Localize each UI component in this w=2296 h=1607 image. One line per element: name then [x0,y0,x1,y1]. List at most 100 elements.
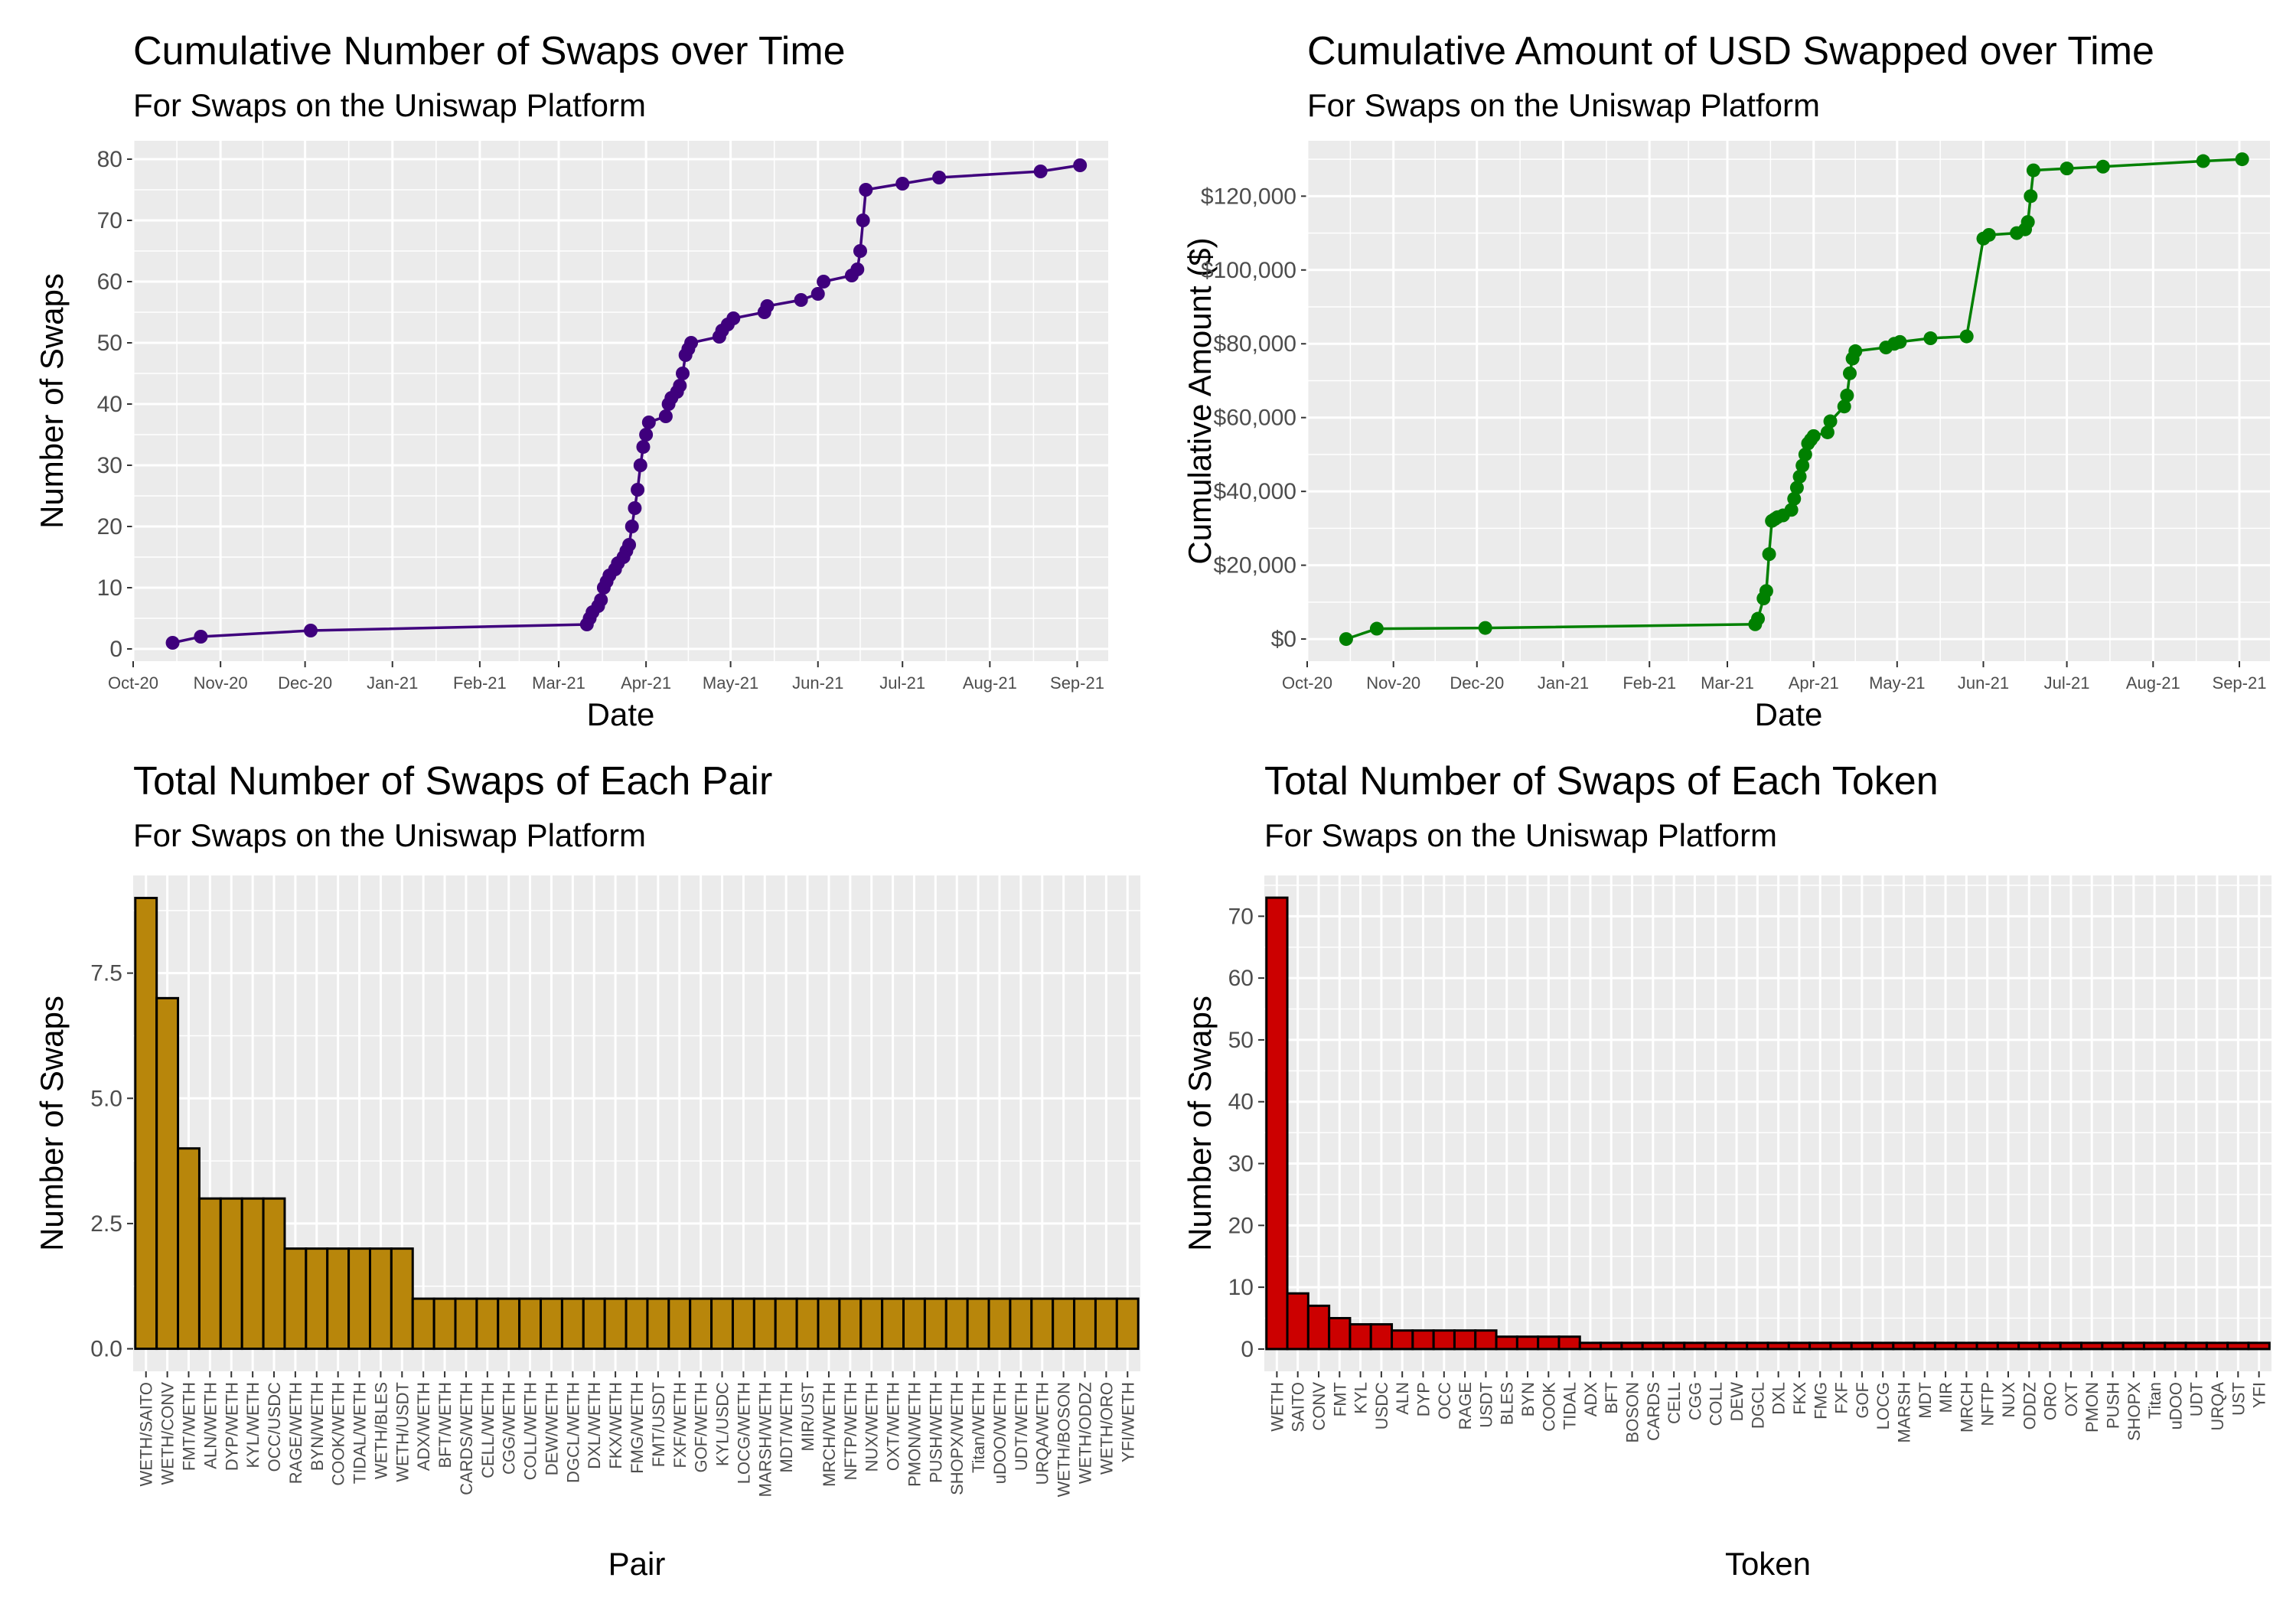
bar [2101,1341,2125,1351]
bar [368,1247,393,1351]
x-tick-label: MDT [1916,1382,1935,1419]
data-point [2095,159,2110,174]
bar [1683,1341,1707,1351]
bar [2184,1341,2208,1351]
bar [944,1297,969,1351]
y-axis-title: Number of Swaps [1182,996,1218,1251]
bar [1975,1341,1999,1351]
x-tick-label: MRCH [1957,1382,1976,1433]
x-tick-label: Jun-21 [1958,673,2009,693]
data-point [1893,334,1907,349]
x-tick-label: Titan [2145,1382,2164,1419]
x-tick-label: DGCL/WETH [563,1382,582,1483]
x-tick-label: MARSH [1894,1382,1913,1442]
x-tick-label: Titan/WETH [969,1382,988,1473]
data-point [1759,584,1773,598]
bar [689,1297,713,1351]
x-tick-label: Aug-21 [2126,673,2180,693]
cumulative-usd-chart-svg: Cumulative Amount of USD Swapped over Ti… [1182,29,2270,732]
data-point [810,287,825,301]
x-tick-label: DGCL [1748,1382,1767,1429]
data-point [2024,189,2038,204]
bar [497,1297,521,1351]
bar [1913,1341,1936,1351]
x-tick-label: CGG [1685,1382,1704,1420]
bar [1286,1292,1309,1351]
bar [262,1197,286,1351]
bar [731,1297,755,1351]
x-tick-label: CARDS/WETH [457,1382,476,1495]
x-tick-label: BFT/WETH [435,1382,455,1468]
data-point [658,409,673,423]
bar [2059,1341,2083,1351]
y-tick-label: $20,000 [1214,553,1296,579]
x-tick-label: DYP/WETH [222,1382,241,1471]
x-tick-label: CGG/WETH [500,1382,519,1475]
x-tick-label: SHOPX [2125,1382,2144,1441]
bar [1787,1341,1812,1351]
y-tick-label: 0 [109,637,122,662]
bar [1620,1341,1644,1351]
bar [1996,1341,2020,1351]
x-tick-label: OXT/WETH [884,1382,903,1471]
x-tick-label: ORO [2041,1382,2060,1420]
chart-title: Total Number of Swaps of Each Pair [133,759,772,804]
data-point [1787,491,1802,506]
x-tick-label: BLES [1498,1382,1517,1425]
data-point [1073,158,1088,172]
bar [1704,1341,1727,1351]
x-tick-label: Oct-20 [108,673,158,693]
bar [1052,1297,1076,1351]
x-tick-label: MIR/UST [798,1382,817,1451]
bar [1557,1335,1581,1351]
bar [1724,1341,1749,1351]
bar [1600,1341,1623,1351]
data-point [676,367,690,380]
data-point [1792,469,1807,484]
bar [1030,1297,1055,1351]
bar [859,1297,884,1351]
x-tick-label: uDOO/WETH [990,1382,1009,1484]
bar [1829,1341,1853,1351]
data-point [760,299,775,313]
x-tick-label: UDT/WETH [1012,1382,1031,1471]
data-point [856,214,870,227]
x-tick-label: COLL/WETH [521,1382,540,1480]
bar [197,1197,222,1351]
y-tick-label: 50 [1228,1028,1254,1053]
x-tick-label: FMT/WETH [179,1382,198,1471]
bar [2164,1341,2187,1351]
x-tick-label: Jun-21 [792,673,843,693]
x-tick-label: MARSH/WETH [755,1382,775,1497]
x-tick-label: May-21 [703,673,758,693]
x-tick-label: COOK [1539,1382,1558,1432]
y-axis-title: Number of Swaps [34,996,70,1251]
x-tick-label: ADX/WETH [414,1382,433,1471]
bar [134,896,158,1351]
bar [582,1297,606,1351]
x-tick-label: May-21 [1869,673,1925,693]
x-tick-label: Jan-21 [1538,673,1589,693]
data-point [2235,152,2249,167]
y-tick-label: 40 [97,392,122,417]
y-axis-title: Number of Swaps [34,273,70,529]
x-tick-label: BOSON [1623,1382,1642,1442]
x-tick-label: UST [2229,1382,2248,1416]
x-tick-label: Jan-21 [367,673,418,693]
bar [2017,1341,2041,1351]
chart-subtitle: For Swaps on the Uniswap Platform [133,817,646,853]
x-tick-label: RAGE/WETH [286,1382,305,1484]
data-point [639,428,654,442]
x-tick-label: WETH/CONV [158,1382,178,1485]
data-point [633,458,647,472]
chart-title: Total Number of Swaps of Each Token [1264,759,1939,804]
bar [1537,1335,1561,1351]
y-tick-label: 10 [97,575,122,601]
data-point [850,262,865,276]
bar [283,1247,308,1351]
x-tick-label: BYN [1518,1382,1538,1416]
data-point [2060,161,2074,176]
x-tick-label: URQA/WETH [1033,1382,1052,1485]
x-axis-title: Pair [608,1546,666,1582]
plot-panel-background [133,141,1108,661]
